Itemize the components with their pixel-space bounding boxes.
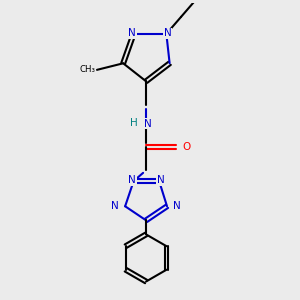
Text: N: N <box>143 119 151 129</box>
Text: N: N <box>173 201 181 211</box>
Text: O: O <box>182 142 190 152</box>
Text: H: H <box>130 118 137 128</box>
Text: CH₃: CH₃ <box>80 65 95 74</box>
Text: N: N <box>128 28 136 38</box>
Text: N: N <box>112 201 119 211</box>
Text: N: N <box>157 176 164 185</box>
Text: N: N <box>128 176 136 185</box>
Text: N: N <box>164 28 172 38</box>
